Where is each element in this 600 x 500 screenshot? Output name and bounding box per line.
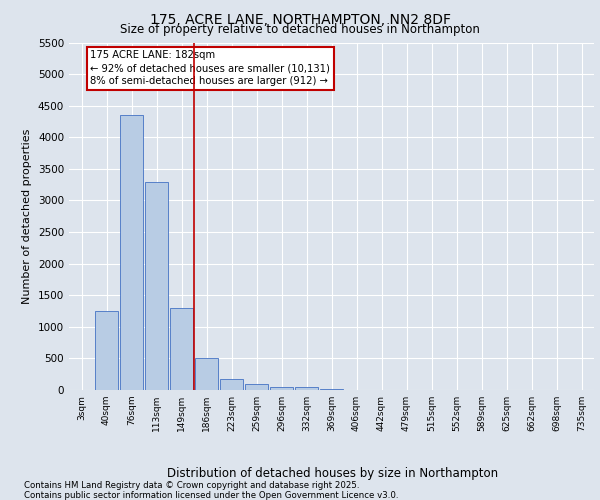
Bar [194,358,218,390]
Bar [170,308,193,390]
Text: Size of property relative to detached houses in Northampton: Size of property relative to detached ho… [120,22,480,36]
Bar [295,387,319,390]
Bar [95,311,118,390]
Bar [245,384,268,390]
Text: Contains public sector information licensed under the Open Government Licence v3: Contains public sector information licen… [24,491,398,500]
Bar [269,387,293,390]
Bar [320,388,343,390]
Bar [220,379,244,390]
Bar [119,115,143,390]
Bar [145,182,169,390]
Y-axis label: Number of detached properties: Number of detached properties [22,128,32,304]
Text: 175, ACRE LANE, NORTHAMPTON, NN2 8DF: 175, ACRE LANE, NORTHAMPTON, NN2 8DF [149,12,451,26]
Text: Contains HM Land Registry data © Crown copyright and database right 2025.: Contains HM Land Registry data © Crown c… [24,481,359,490]
Text: 175 ACRE LANE: 182sqm
← 92% of detached houses are smaller (10,131)
8% of semi-d: 175 ACRE LANE: 182sqm ← 92% of detached … [90,50,330,86]
Text: Distribution of detached houses by size in Northampton: Distribution of detached houses by size … [167,468,499,480]
